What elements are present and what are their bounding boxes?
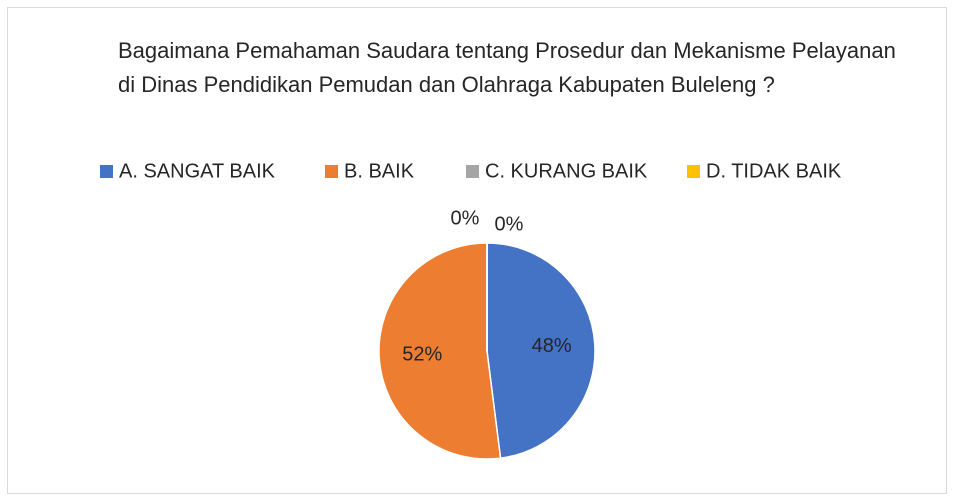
chart-title: Bagaimana Pemahaman Saudara tentang Pros…	[118, 38, 896, 97]
legend-swatch	[100, 165, 113, 178]
pie-slice	[378, 242, 502, 460]
legend-swatch	[466, 165, 479, 178]
legend-label: B. BAIK	[344, 160, 415, 182]
data-label: 48%	[532, 335, 572, 357]
legend-swatch	[325, 165, 338, 178]
chart-frame	[7, 7, 947, 494]
legend-label: D. TIDAK BAIK	[706, 160, 842, 182]
pie-slice	[486, 242, 596, 459]
data-label: 0%	[451, 207, 480, 229]
data-label: 0%	[495, 213, 524, 235]
data-label: 52%	[402, 343, 442, 365]
legend-label: A. SANGAT BAIK	[119, 160, 276, 182]
legend-label: C. KURANG BAIK	[485, 160, 648, 182]
legend-swatch	[687, 165, 700, 178]
